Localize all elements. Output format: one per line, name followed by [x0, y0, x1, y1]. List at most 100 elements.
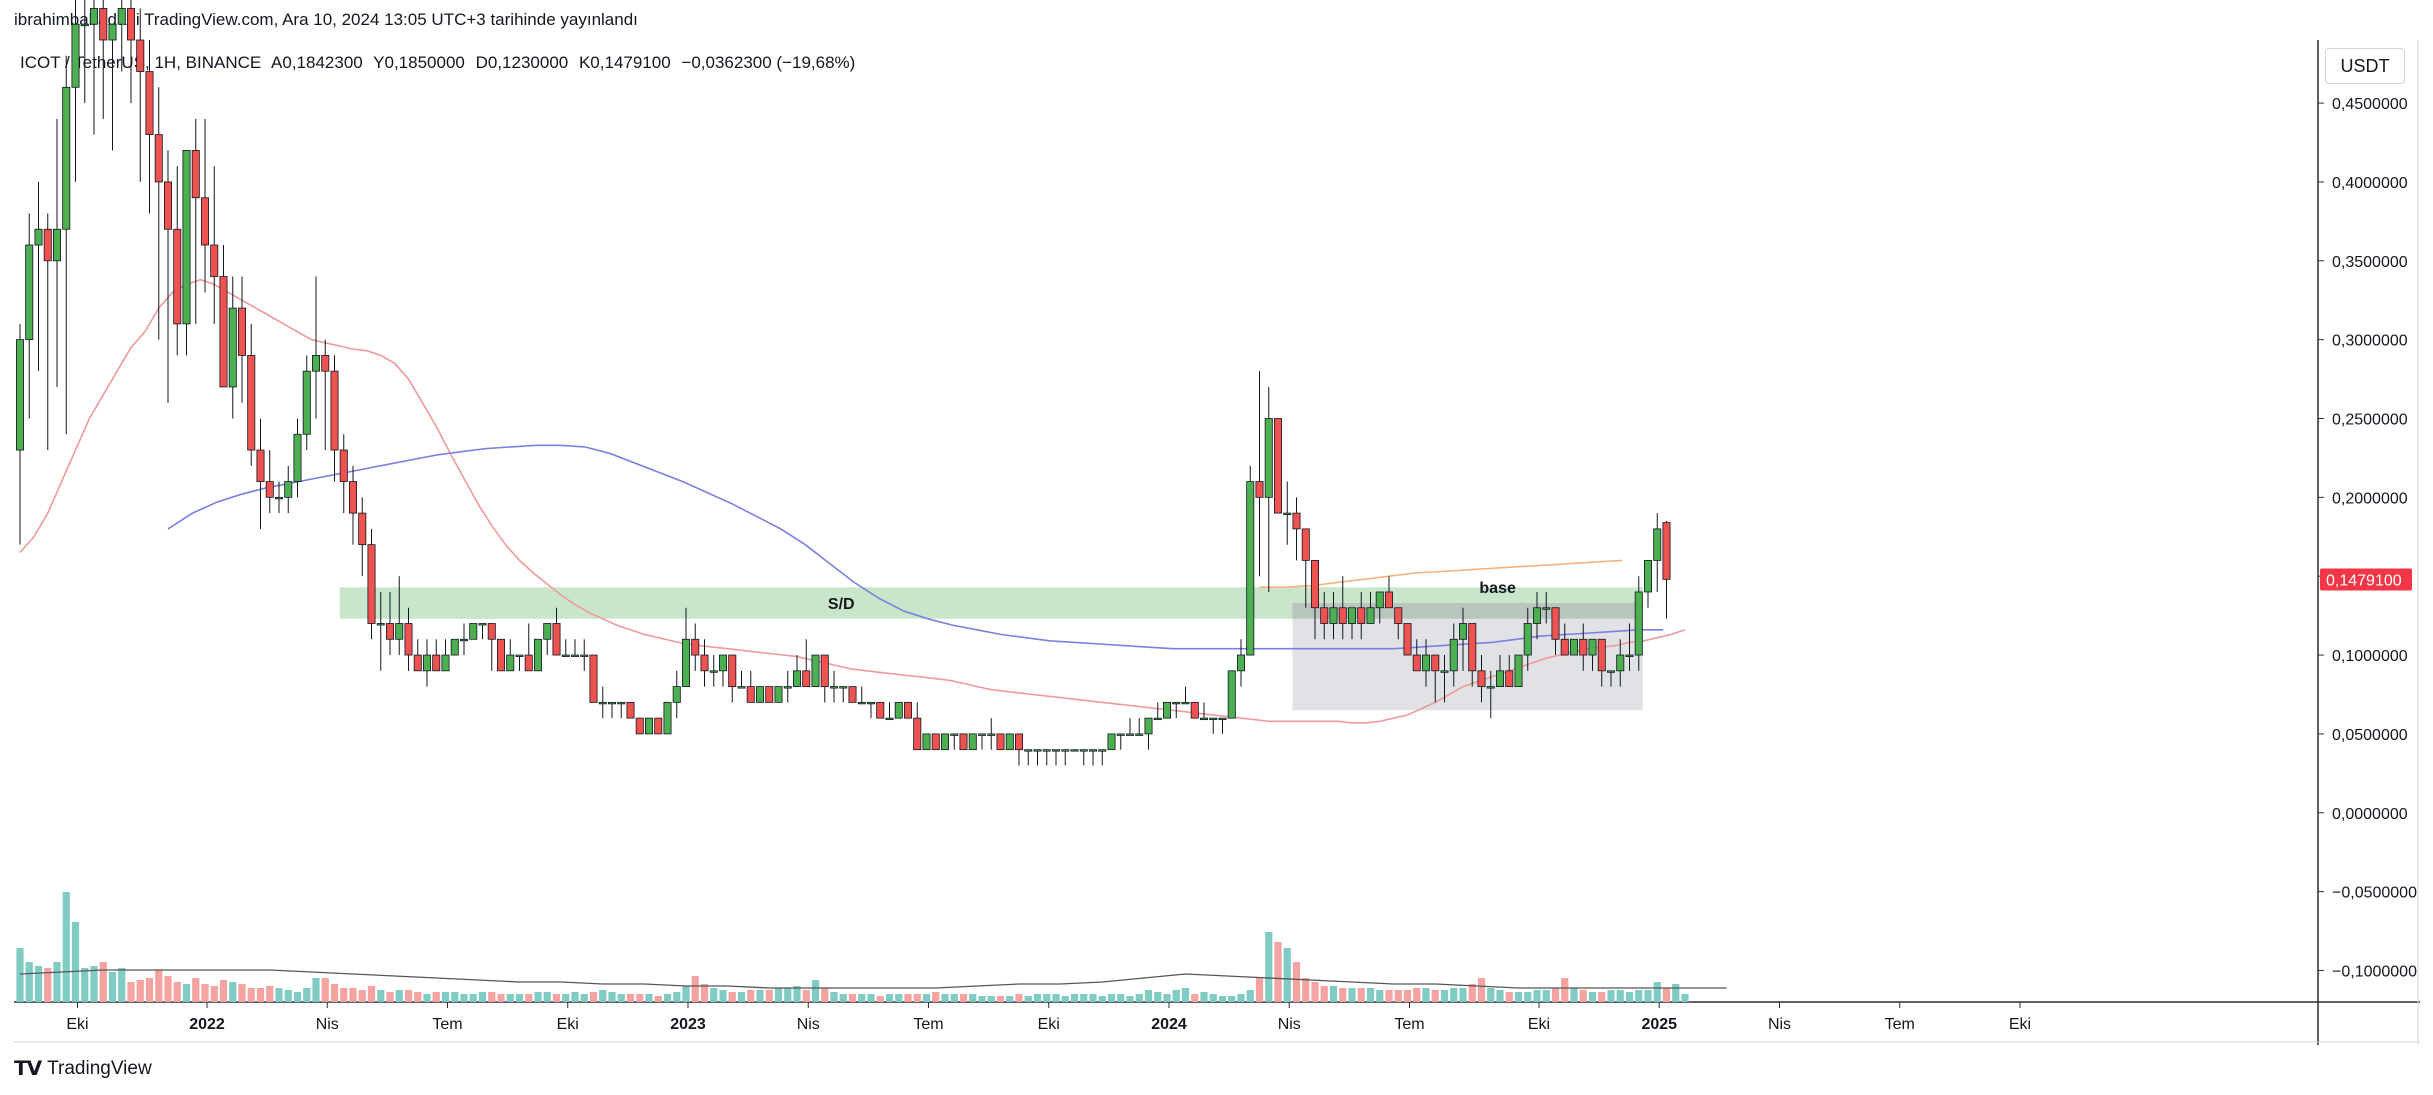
- candle-body: [450, 638, 459, 656]
- candle-body: [1144, 717, 1153, 735]
- volume-bar: [349, 988, 357, 1002]
- candle-body: [1153, 717, 1162, 721]
- y-tick-label: −0,1000000: [2332, 963, 2417, 980]
- candle-body: [1459, 623, 1468, 640]
- candle-body: [922, 733, 931, 751]
- ma-red-line: [19, 278, 1686, 724]
- candle-body: [1135, 733, 1144, 736]
- candle-body: [663, 701, 672, 735]
- volume-bar: [534, 992, 542, 1002]
- low-value: D0,1230000: [475, 53, 569, 72]
- volume-bar: [210, 986, 218, 1002]
- tradingview-logo[interactable]: 𝗧𝗩 TradingView: [14, 1056, 152, 1081]
- candle-body: [709, 670, 718, 673]
- candle-body: [459, 638, 468, 642]
- candle-body: [108, 23, 117, 41]
- volume-bar: [90, 966, 98, 1002]
- volume-bar: [136, 980, 144, 1002]
- candle-body: [62, 86, 71, 230]
- candle-body: [524, 654, 533, 672]
- volume-bar: [127, 982, 135, 1002]
- volume-bar: [802, 990, 810, 1002]
- volume-bar: [173, 982, 181, 1002]
- candle-body: [404, 623, 413, 656]
- volume-bar: [978, 996, 986, 1002]
- x-tick-label: Eki: [66, 1016, 88, 1033]
- volume-bar: [404, 990, 413, 1002]
- candle-body: [1607, 670, 1616, 673]
- volume-bar: [608, 992, 616, 1002]
- candle-body: [1172, 701, 1181, 705]
- volume-bar: [1413, 988, 1421, 1002]
- y-tick-label: −0,0500000: [2332, 885, 2417, 902]
- volume-bar: [44, 968, 52, 1002]
- volume-bar: [719, 990, 727, 1002]
- candle-body: [571, 654, 580, 657]
- volume-bar: [756, 990, 764, 1002]
- volume-bar: [358, 990, 366, 1002]
- candle-body: [987, 733, 996, 736]
- volume-bar: [1616, 990, 1624, 1002]
- volume-bar: [1015, 994, 1023, 1002]
- volume-bar: [1237, 994, 1245, 1002]
- candle-body: [737, 686, 746, 689]
- candle-body: [1468, 623, 1477, 672]
- volume-bar: [700, 984, 709, 1002]
- candle-body: [136, 39, 145, 72]
- candle-body: [1283, 512, 1292, 516]
- candle-body: [154, 134, 163, 183]
- candle-body: [626, 701, 635, 719]
- candle-body: [478, 623, 487, 626]
- candle-body: [885, 717, 894, 721]
- candle-body: [857, 701, 866, 705]
- candle-body: [302, 370, 311, 435]
- volume-bar: [1080, 994, 1088, 1002]
- candle-body: [1644, 560, 1653, 593]
- volume-bar: [99, 962, 107, 1002]
- volume-bar: [1505, 992, 1513, 1002]
- volume-bar: [1191, 994, 1199, 1002]
- volume-bar: [737, 992, 746, 1002]
- candle-body: [1033, 749, 1042, 752]
- volume-bar: [1348, 988, 1356, 1002]
- volume-bar: [562, 994, 570, 1002]
- volume-bar: [682, 986, 690, 1002]
- candle-body: [367, 544, 376, 624]
- candle-body: [598, 701, 607, 705]
- candle-body: [1338, 607, 1347, 624]
- volume-bar: [441, 992, 450, 1002]
- candle-body: [71, 23, 80, 88]
- volume-bar: [515, 994, 524, 1002]
- candle-body: [265, 481, 274, 498]
- x-tick-label: Nis: [797, 1016, 820, 1033]
- candle-body: [339, 449, 348, 482]
- volume-bar: [654, 996, 662, 1002]
- candle-body: [1015, 733, 1024, 751]
- volume-bar: [728, 992, 736, 1002]
- candle-body: [1052, 749, 1061, 752]
- x-tick-label: Tem: [1885, 1016, 1915, 1033]
- candle-body: [1588, 638, 1597, 656]
- currency-button[interactable]: USDT: [2325, 48, 2405, 84]
- volume-bar: [765, 990, 773, 1002]
- candle-body: [1394, 607, 1403, 624]
- volume-bar: [747, 990, 755, 1002]
- x-tick-label: Nis: [316, 1016, 339, 1033]
- volume-bar: [386, 992, 394, 1002]
- candle-body: [1357, 607, 1366, 624]
- volume-bar: [663, 994, 672, 1002]
- candle-body: [256, 449, 265, 482]
- candle-body: [163, 181, 172, 230]
- volume-bar: [1006, 996, 1014, 1002]
- candle-body: [959, 733, 968, 751]
- volume-ma-line: [19, 969, 1727, 989]
- candle-body: [1634, 591, 1643, 656]
- volume-bar: [293, 992, 302, 1002]
- volume-bar: [710, 988, 718, 1002]
- open-value: A0,1842300: [271, 53, 363, 72]
- candle-body: [1653, 528, 1662, 561]
- candle-body: [654, 717, 663, 735]
- y-tick-label: 0,0500000: [2332, 727, 2408, 744]
- candle-body: [90, 8, 99, 25]
